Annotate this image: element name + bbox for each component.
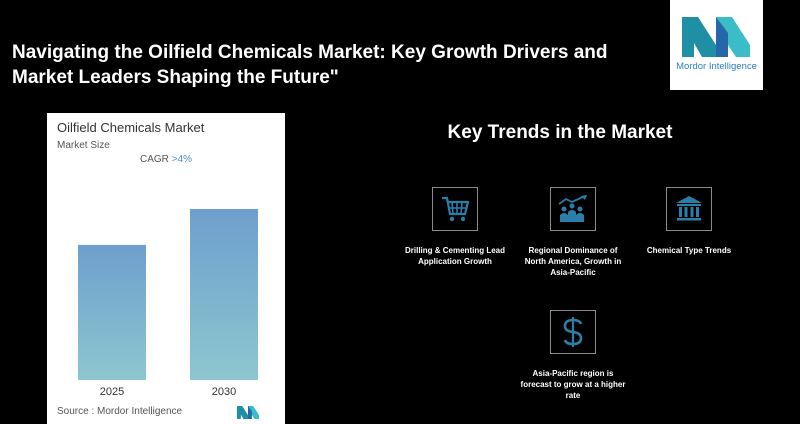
page-title: Navigating the Oilfield Chemicals Market… — [12, 42, 608, 88]
chart-subtitle: Market Size — [57, 140, 110, 151]
shopping-cart-icon — [432, 187, 478, 231]
institution-icon — [666, 187, 712, 231]
source-logo-icon — [237, 406, 259, 419]
trend-label: Asia-Pacific region is forecast to grow … — [520, 369, 626, 400]
cagr-label-text: CAGR — [140, 154, 169, 165]
trend-label: Regional Dominance of North America, Gro… — [524, 246, 622, 277]
brand-logo-text: Mordor Intelligence — [676, 61, 757, 72]
chart-source: Source : Mordor Intelligence — [57, 406, 183, 417]
trends-title: Key Trends in the Market — [447, 122, 673, 143]
trend-label: Drilling & Cementing Lead Application Gr… — [404, 246, 505, 266]
dollar-icon — [550, 310, 596, 354]
trend-item-application: Drilling & Cementing Lead Application Gr… — [400, 187, 510, 267]
bar-2025 — [78, 244, 146, 380]
trend-item-chemical-type: Chemical Type Trends — [634, 187, 744, 256]
bar-2030 — [190, 209, 258, 380]
cagr-value: >4% — [171, 154, 192, 165]
x-tick-label: 2030 — [212, 386, 236, 398]
chart-title: Oilfield Chemicals Market — [57, 120, 205, 135]
brand-logo-mark — [682, 17, 750, 57]
trend-label: Chemical Type Trends — [646, 246, 732, 255]
cagr-label: CAGR >4% — [47, 154, 285, 165]
x-tick-label: 2025 — [100, 386, 124, 398]
chart-plot: 2025 2030 — [78, 209, 258, 398]
trend-item-regional: Regional Dominance of North America, Gro… — [518, 187, 628, 278]
market-size-chart: Oilfield Chemicals Market Market Size CA… — [47, 113, 285, 424]
trend-item-asia-pacific: Asia-Pacific region is forecast to grow … — [518, 310, 628, 401]
brand-logo: Mordor Intelligence — [670, 0, 763, 90]
growth-people-icon — [550, 187, 596, 231]
